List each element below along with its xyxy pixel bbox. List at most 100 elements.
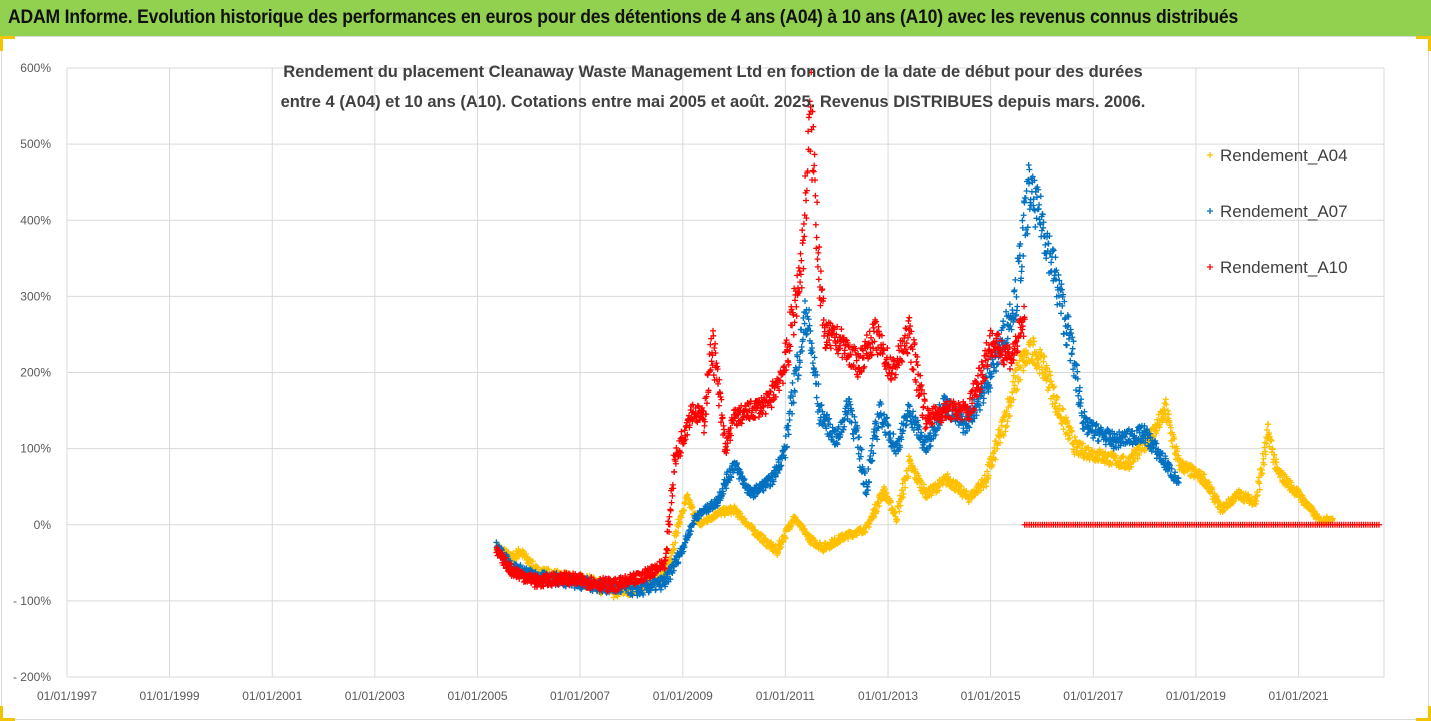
data-point xyxy=(1256,480,1263,487)
data-point xyxy=(873,420,880,427)
data-point xyxy=(705,387,712,394)
data-point xyxy=(782,454,789,461)
data-point xyxy=(977,367,984,374)
data-point xyxy=(921,397,928,404)
data-point xyxy=(809,167,816,174)
data-point xyxy=(1165,411,1172,418)
data-point xyxy=(969,400,976,407)
data-point xyxy=(699,404,706,411)
data-point xyxy=(1039,211,1046,218)
data-point xyxy=(988,373,995,380)
data-point xyxy=(1012,276,1019,283)
data-point xyxy=(801,526,808,533)
data-point xyxy=(707,341,714,348)
data-point xyxy=(764,402,771,409)
data-point xyxy=(885,422,892,429)
data-point xyxy=(914,362,921,369)
data-point xyxy=(1021,303,1028,310)
data-point xyxy=(1167,462,1174,469)
data-point xyxy=(675,559,682,566)
data-point xyxy=(1058,310,1064,317)
data-point xyxy=(927,416,934,423)
data-point xyxy=(900,490,907,497)
data-point xyxy=(1174,445,1181,452)
data-point xyxy=(641,578,648,585)
data-point xyxy=(1019,217,1026,224)
data-point xyxy=(716,376,723,383)
data-point xyxy=(815,249,822,256)
data-point xyxy=(868,351,875,358)
data-point xyxy=(1056,277,1063,284)
data-point xyxy=(812,368,819,375)
data-point xyxy=(998,327,1005,334)
data-point xyxy=(1020,367,1027,374)
data-point xyxy=(864,487,871,494)
data-point xyxy=(985,472,992,479)
data-point xyxy=(517,562,524,569)
data-point xyxy=(964,404,971,411)
data-point xyxy=(1175,479,1182,486)
data-point xyxy=(910,408,917,415)
data-point xyxy=(735,411,742,418)
data-point xyxy=(920,403,927,410)
data-point xyxy=(881,485,888,492)
data-point xyxy=(1257,465,1264,472)
data-point xyxy=(932,431,939,438)
data-point xyxy=(985,388,992,395)
data-point xyxy=(811,151,818,158)
data-point xyxy=(793,313,800,320)
data-point xyxy=(1171,435,1178,442)
data-point xyxy=(1048,259,1055,266)
data-point xyxy=(857,453,864,460)
data-point xyxy=(1095,438,1102,445)
data-point xyxy=(930,435,937,442)
data-point xyxy=(502,554,509,561)
data-point xyxy=(493,539,500,546)
data-point xyxy=(1018,263,1025,270)
data-point xyxy=(1253,498,1260,505)
data-point xyxy=(1148,448,1155,455)
data-point xyxy=(1024,350,1031,357)
data-point xyxy=(1031,207,1038,214)
data-point xyxy=(905,453,912,460)
data-point xyxy=(1007,395,1014,402)
data-point xyxy=(1000,322,1007,329)
data-point xyxy=(741,515,748,522)
data-point xyxy=(835,423,842,430)
data-point xyxy=(1040,224,1047,231)
data-point xyxy=(977,386,984,393)
data-point xyxy=(719,414,726,421)
data-point xyxy=(987,384,994,391)
data-point xyxy=(1164,407,1171,414)
data-point xyxy=(1037,346,1044,353)
data-point xyxy=(1003,308,1010,315)
data-point xyxy=(1068,351,1075,358)
data-point xyxy=(768,404,775,411)
data-point xyxy=(1055,292,1062,299)
series-Rendement_A10 xyxy=(493,69,1382,595)
data-point xyxy=(862,469,869,476)
data-point xyxy=(974,393,981,400)
data-point xyxy=(783,367,790,374)
data-point xyxy=(798,284,805,291)
data-point xyxy=(1029,173,1036,180)
data-point xyxy=(804,313,811,320)
data-point xyxy=(905,401,912,408)
data-point xyxy=(801,320,808,327)
data-point xyxy=(1172,469,1179,476)
data-point xyxy=(722,443,729,450)
data-point xyxy=(1150,433,1157,440)
data-point xyxy=(851,413,858,420)
data-point xyxy=(819,286,826,293)
data-point xyxy=(1050,247,1057,254)
data-point xyxy=(788,306,795,313)
data-point xyxy=(1156,424,1163,431)
data-point xyxy=(796,359,803,366)
data-point xyxy=(682,436,689,443)
data-point xyxy=(828,544,835,551)
data-point xyxy=(1201,471,1208,478)
data-point xyxy=(780,364,787,371)
data-point xyxy=(965,423,972,430)
data-point xyxy=(884,345,891,352)
data-point xyxy=(998,422,1005,429)
